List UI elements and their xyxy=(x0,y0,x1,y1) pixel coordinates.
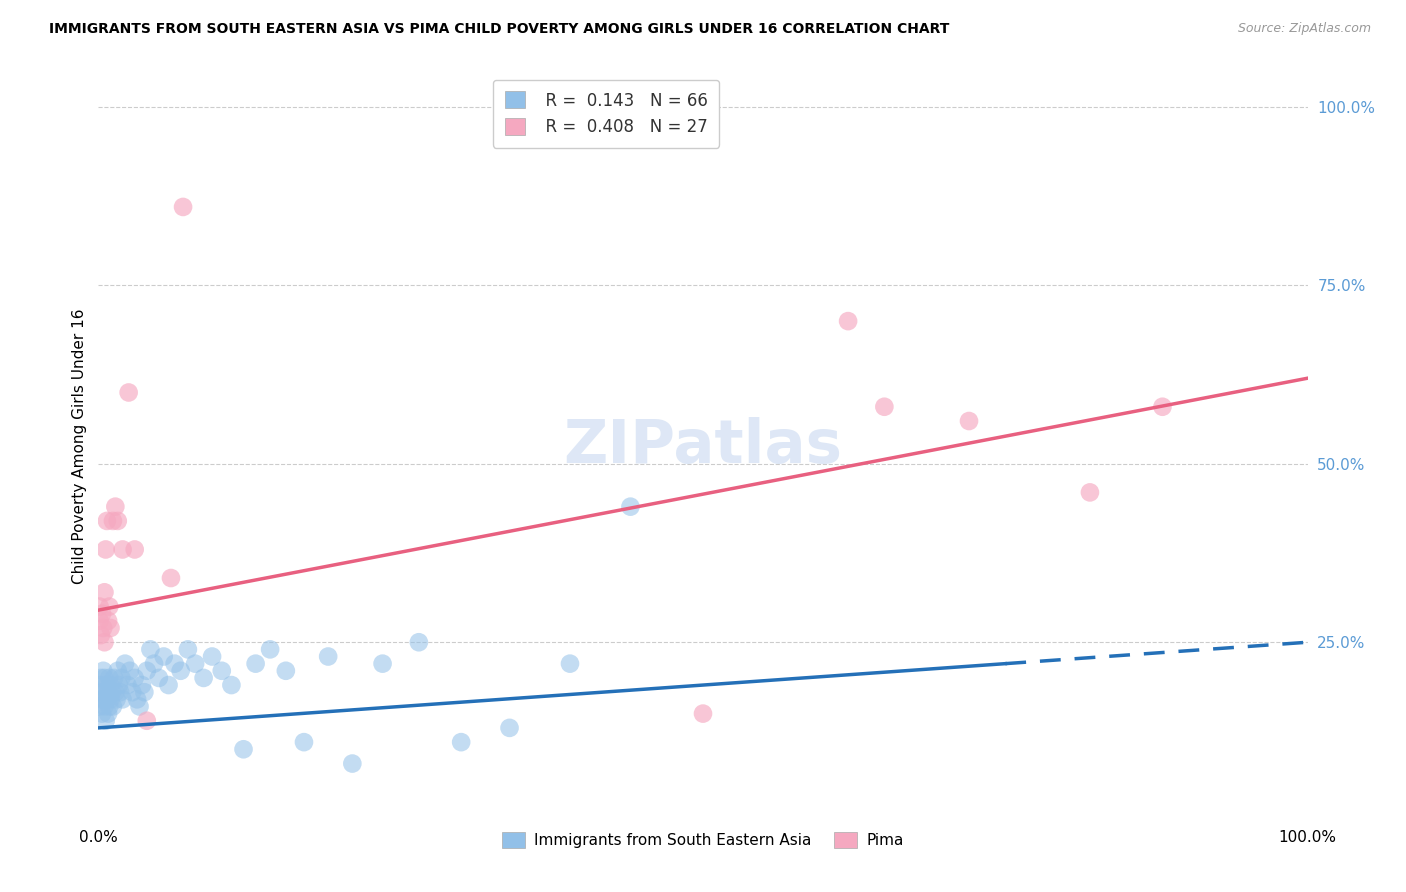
Point xyxy=(211,664,233,678)
Point xyxy=(91,685,114,699)
Text: IMMIGRANTS FROM SOUTH EASTERN ASIA VS PIMA CHILD POVERTY AMONG GIRLS UNDER 16 CO: IMMIGRANTS FROM SOUTH EASTERN ASIA VS PI… xyxy=(49,22,949,37)
Point xyxy=(101,699,124,714)
Point xyxy=(100,692,122,706)
Point xyxy=(93,585,115,599)
Point xyxy=(100,621,122,635)
Point xyxy=(104,500,127,514)
Point xyxy=(1152,400,1174,414)
Point xyxy=(90,692,112,706)
Point xyxy=(177,642,200,657)
Point xyxy=(96,514,118,528)
Point xyxy=(94,685,117,699)
Point xyxy=(91,706,114,721)
Point xyxy=(201,649,224,664)
Point xyxy=(93,699,115,714)
Point xyxy=(131,678,153,692)
Point xyxy=(134,685,156,699)
Point xyxy=(124,542,146,557)
Point xyxy=(1078,485,1101,500)
Point xyxy=(619,500,641,514)
Text: Source: ZipAtlas.com: Source: ZipAtlas.com xyxy=(1237,22,1371,36)
Point xyxy=(135,664,157,678)
Point xyxy=(558,657,581,671)
Point xyxy=(96,678,118,692)
Point xyxy=(184,657,207,671)
Point xyxy=(118,664,141,678)
Point xyxy=(957,414,980,428)
Point xyxy=(98,699,121,714)
Point xyxy=(124,671,146,685)
Point xyxy=(371,657,394,671)
Point xyxy=(135,714,157,728)
Point xyxy=(107,664,129,678)
Point xyxy=(107,514,129,528)
Point xyxy=(97,614,120,628)
Point xyxy=(105,692,128,706)
Point xyxy=(498,721,520,735)
Point xyxy=(104,685,127,699)
Point xyxy=(100,685,122,699)
Point xyxy=(127,692,149,706)
Point xyxy=(89,599,111,614)
Point xyxy=(128,699,150,714)
Point xyxy=(316,649,339,664)
Point xyxy=(172,200,194,214)
Point xyxy=(89,614,111,628)
Point xyxy=(91,692,114,706)
Point xyxy=(90,671,112,685)
Point xyxy=(93,635,115,649)
Point xyxy=(118,385,141,400)
Point xyxy=(108,685,131,699)
Point xyxy=(111,542,134,557)
Point xyxy=(91,621,114,635)
Point xyxy=(450,735,472,749)
Point xyxy=(292,735,315,749)
Point xyxy=(342,756,364,771)
Point xyxy=(157,678,180,692)
Point xyxy=(89,678,111,692)
Point xyxy=(103,671,125,685)
Point xyxy=(274,664,297,678)
Point xyxy=(89,699,111,714)
Point xyxy=(873,400,896,414)
Y-axis label: Child Poverty Among Girls Under 16: Child Poverty Among Girls Under 16 xyxy=(72,309,87,583)
Point xyxy=(152,649,174,664)
Point xyxy=(692,706,714,721)
Point xyxy=(245,657,267,671)
Point xyxy=(837,314,859,328)
Point xyxy=(94,542,117,557)
Point xyxy=(93,671,115,685)
Point xyxy=(148,671,170,685)
Point xyxy=(100,678,122,692)
Point xyxy=(101,514,124,528)
Point xyxy=(160,571,183,585)
Point xyxy=(91,664,114,678)
Point xyxy=(91,607,114,621)
Point xyxy=(90,628,112,642)
Point xyxy=(408,635,430,649)
Point xyxy=(259,642,281,657)
Point xyxy=(98,599,121,614)
Point xyxy=(96,692,118,706)
Point xyxy=(108,678,131,692)
Point xyxy=(169,664,191,678)
Point xyxy=(121,685,143,699)
Point xyxy=(143,657,166,671)
Point xyxy=(193,671,215,685)
Point xyxy=(111,692,134,706)
Point xyxy=(97,706,120,721)
Point xyxy=(163,657,186,671)
Text: ZIPatlas: ZIPatlas xyxy=(564,417,842,475)
Point xyxy=(98,671,121,685)
Point xyxy=(114,657,136,671)
Point xyxy=(221,678,243,692)
Point xyxy=(117,678,139,692)
Point xyxy=(110,671,132,685)
Point xyxy=(94,714,117,728)
Legend: Immigrants from South Eastern Asia, Pima: Immigrants from South Eastern Asia, Pima xyxy=(496,826,910,855)
Point xyxy=(97,685,120,699)
Point xyxy=(232,742,254,756)
Point xyxy=(139,642,162,657)
